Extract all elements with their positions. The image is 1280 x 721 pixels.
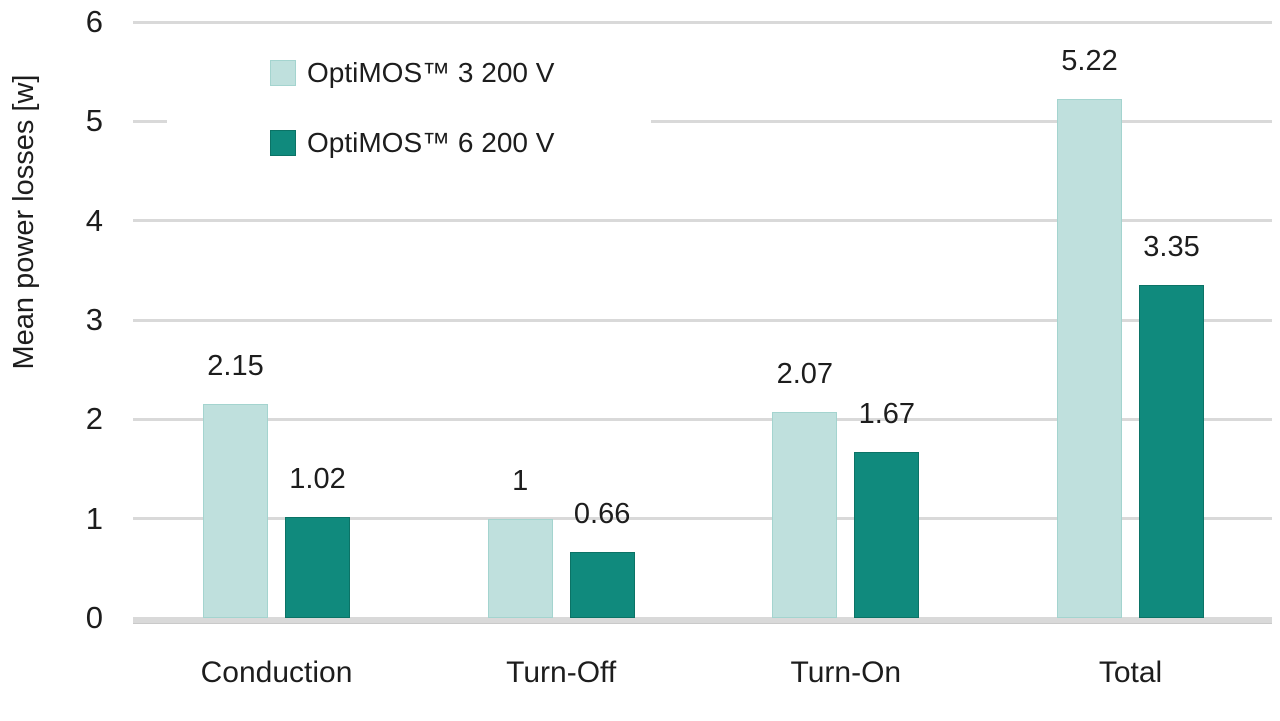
gridline-y5 <box>133 119 1272 123</box>
gridline-y3 <box>133 318 1272 322</box>
legend: OptiMOS™ 3 200 V OptiMOS™ 6 200 V <box>167 42 651 175</box>
bar-value-label-optimos3-turn-on: 2.07 <box>776 358 834 391</box>
x-axis-line <box>133 617 1272 624</box>
bar-value-label-optimos3-total: 5.22 <box>1061 45 1118 78</box>
y-tick-label-5: 5 <box>85 103 103 139</box>
legend-label-optimos3: OptiMOS™ 3 200 V <box>307 57 555 88</box>
y-tick-label-4: 4 <box>85 202 103 238</box>
bar-optimos6-turn-on <box>854 452 920 618</box>
bar-optimos6-conduction <box>285 516 350 618</box>
bar-value-label-optimos6-turn-on: 1.67 <box>858 398 916 431</box>
bar-value-label-optimos6-total: 3.35 <box>1143 231 1200 264</box>
x-category-label-total: Total <box>1098 656 1163 689</box>
y-tick-label-1: 1 <box>85 500 103 536</box>
bar-optimos3-turn-off <box>487 518 553 618</box>
y-tick-label-2: 2 <box>85 401 103 437</box>
bar-optimos3-total <box>1057 99 1122 618</box>
y-tick-label-6: 6 <box>85 4 103 39</box>
bar-optimos3-conduction <box>203 404 268 618</box>
bar-value-label-optimos3-turn-off: 1 <box>512 464 529 497</box>
gridline-y6 <box>133 20 1272 24</box>
x-category-label-turn-off: Turn-Off <box>506 656 617 689</box>
x-category-label-turn-on: Turn-On <box>790 656 902 689</box>
bar-optimos6-turn-off <box>569 552 635 618</box>
x-category-label-conduction: Conduction <box>200 656 353 689</box>
gridline-y4 <box>133 219 1272 223</box>
gridline-y1 <box>133 517 1272 521</box>
legend-item-optimos3: OptiMOS™ 3 200 V <box>270 57 555 88</box>
gridline-y2 <box>133 417 1272 421</box>
bar-value-label-optimos6-turn-off: 0.66 <box>573 498 631 531</box>
y-tick-label-0: 0 <box>85 600 103 635</box>
y-tick-label-3: 3 <box>85 302 103 337</box>
legend-swatch-optimos3 <box>270 60 296 86</box>
legend-swatch-optimos6 <box>270 130 296 156</box>
bar-value-label-optimos3-conduction: 2.15 <box>207 350 264 383</box>
legend-label-optimos6: OptiMOS™ 6 200 V <box>307 127 555 158</box>
bar-value-label-optimos6-conduction: 1.02 <box>289 462 346 495</box>
bar-optimos3-turn-on <box>772 412 838 618</box>
bar-optimos6-total <box>1139 285 1204 618</box>
legend-item-optimos6: OptiMOS™ 6 200 V <box>270 127 555 158</box>
